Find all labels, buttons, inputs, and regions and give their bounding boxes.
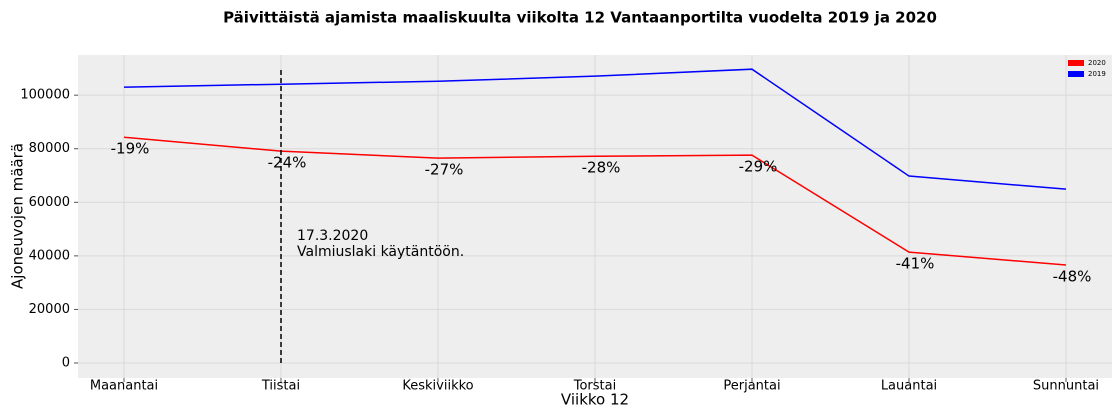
x-tick-label: Keskiviikko [402, 379, 473, 394]
y-tick-label: 0 [62, 356, 70, 371]
x-tick-label: Maanantai [90, 379, 158, 394]
y-tick-label: 40000 [29, 248, 70, 263]
x-tick-label: Sunnuntai [1033, 379, 1099, 394]
y-tick-label: 60000 [29, 195, 70, 210]
percent-label: -28% [582, 159, 621, 177]
x-tick-label: Lauantai [881, 379, 937, 394]
percent-label: -29% [739, 158, 778, 176]
x-tick-label: Torstai [573, 379, 616, 394]
percent-label: -41% [896, 255, 935, 273]
x-tick-label: Perjantai [723, 379, 780, 394]
legend-swatch [1068, 71, 1084, 77]
percent-label: -24% [268, 154, 307, 172]
legend-swatch [1068, 60, 1084, 66]
y-tick-label: 80000 [29, 141, 70, 156]
y-tick-label: 100000 [20, 88, 70, 103]
annotation: Valmiuslaki käytäntöön. [297, 244, 464, 260]
x-tick-label: Tiistai [261, 379, 300, 394]
chart-title: Päivittäistä ajamista maaliskuulta viiko… [223, 9, 937, 27]
annotation: 17.3.2020 [297, 228, 368, 244]
legend-label: 2020 [1088, 59, 1106, 67]
percent-label: -48% [1053, 267, 1092, 285]
percent-label: -19% [111, 140, 150, 158]
y-tick-label: 20000 [29, 302, 70, 317]
series-line [123, 68, 1067, 190]
y-axis-label: Ajoneuvojen määrä [9, 143, 27, 289]
legend-label: 2019 [1088, 70, 1106, 78]
x-axis-label: Viikko 12 [561, 391, 629, 409]
percent-label: -27% [425, 161, 464, 179]
